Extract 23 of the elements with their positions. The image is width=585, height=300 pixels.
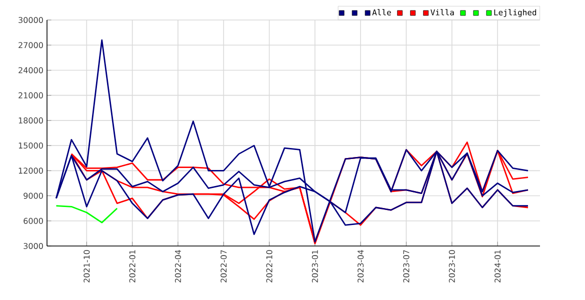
legend-label: Villa bbox=[430, 9, 454, 16]
y-tick-label: 6000 bbox=[24, 218, 43, 224]
y-tick-label: 21000 bbox=[18, 92, 43, 98]
y-tick-label: 9000 bbox=[24, 192, 43, 199]
x-tick-label: 2023-10 bbox=[448, 250, 455, 282]
x-tick-label: 2023-07 bbox=[403, 250, 410, 282]
legend-label: Alle bbox=[372, 9, 391, 16]
y-tick-label: 15000 bbox=[18, 142, 43, 149]
x-tick-label: 2022-10 bbox=[266, 250, 272, 282]
x-tick-label: 2021-10 bbox=[84, 250, 90, 282]
x-tick-label: 2024-01 bbox=[494, 250, 501, 282]
legend-label: Lejlighed bbox=[494, 9, 536, 18]
y-tick-label: 27000 bbox=[18, 42, 43, 48]
y-tick-label: 12000 bbox=[18, 168, 43, 174]
x-tick-label: 2022-07 bbox=[220, 250, 227, 282]
y-tick-label: 18000 bbox=[18, 117, 43, 124]
x-tick-label: 2022-04 bbox=[174, 250, 181, 282]
y-tick-label: 30000 bbox=[18, 16, 43, 24]
x-tick-label: 2023-04 bbox=[358, 250, 364, 282]
y-tick-label: 3000 bbox=[24, 242, 43, 250]
x-tick-label: 2023-01 bbox=[312, 250, 318, 282]
y-tick-label: 24000 bbox=[18, 67, 43, 74]
x-tick-label: 2022-01 bbox=[129, 250, 136, 282]
